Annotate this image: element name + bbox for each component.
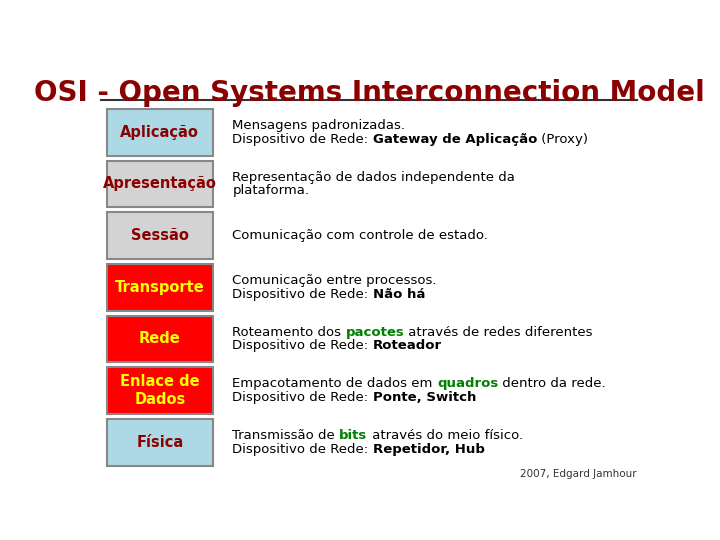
Text: através de redes diferentes: através de redes diferentes — [405, 326, 593, 339]
Text: Gateway de Aplicação: Gateway de Aplicação — [373, 133, 537, 146]
Text: Comunicação entre processos.: Comunicação entre processos. — [233, 274, 437, 287]
FancyBboxPatch shape — [107, 367, 213, 414]
Text: Enlace de
Dados: Enlace de Dados — [120, 374, 199, 407]
Text: Dispositivo de Rede:: Dispositivo de Rede: — [233, 133, 373, 146]
Text: Dispositivo de Rede:: Dispositivo de Rede: — [233, 288, 373, 301]
Text: Não há: Não há — [373, 288, 425, 301]
Text: pacotes: pacotes — [346, 326, 405, 339]
Text: OSI - Open Systems Interconnection Model: OSI - Open Systems Interconnection Model — [34, 79, 704, 107]
FancyBboxPatch shape — [107, 264, 213, 310]
FancyBboxPatch shape — [107, 160, 213, 207]
Text: Física: Física — [136, 435, 184, 450]
Text: Apresentação: Apresentação — [103, 177, 217, 191]
Text: quadros: quadros — [437, 377, 498, 390]
Text: dentro da rede.: dentro da rede. — [498, 377, 606, 390]
Text: 2007, Edgard Jamhour: 2007, Edgard Jamhour — [521, 469, 637, 478]
Text: (Proxy): (Proxy) — [537, 133, 588, 146]
Text: Comunicação com controle de estado.: Comunicação com controle de estado. — [233, 229, 488, 242]
FancyBboxPatch shape — [107, 419, 213, 465]
Text: Empacotamento de dados em: Empacotamento de dados em — [233, 377, 437, 390]
FancyBboxPatch shape — [107, 315, 213, 362]
Text: Mensagens padronizadas.: Mensagens padronizadas. — [233, 119, 405, 132]
Text: bits: bits — [339, 429, 367, 442]
Text: Dispositivo de Rede:: Dispositivo de Rede: — [233, 443, 373, 456]
Text: Repetidor, Hub: Repetidor, Hub — [373, 443, 485, 456]
FancyBboxPatch shape — [107, 212, 213, 259]
Text: Roteamento dos: Roteamento dos — [233, 326, 346, 339]
FancyBboxPatch shape — [107, 109, 213, 156]
Text: plataforma.: plataforma. — [233, 184, 310, 197]
Text: Dispositivo de Rede:: Dispositivo de Rede: — [233, 391, 373, 404]
Text: Dispositivo de Rede:: Dispositivo de Rede: — [233, 339, 373, 352]
Text: Sessão: Sessão — [131, 228, 189, 243]
Text: Transporte: Transporte — [115, 280, 204, 295]
Text: Ponte, Switch: Ponte, Switch — [373, 391, 476, 404]
Text: Aplicação: Aplicação — [120, 125, 199, 140]
Text: Roteador: Roteador — [373, 339, 442, 352]
Text: através do meio físico.: através do meio físico. — [367, 429, 523, 442]
Text: Representação de dados independente da: Representação de dados independente da — [233, 171, 516, 184]
Text: Rede: Rede — [139, 332, 181, 347]
Text: Transmissão de: Transmissão de — [233, 429, 339, 442]
